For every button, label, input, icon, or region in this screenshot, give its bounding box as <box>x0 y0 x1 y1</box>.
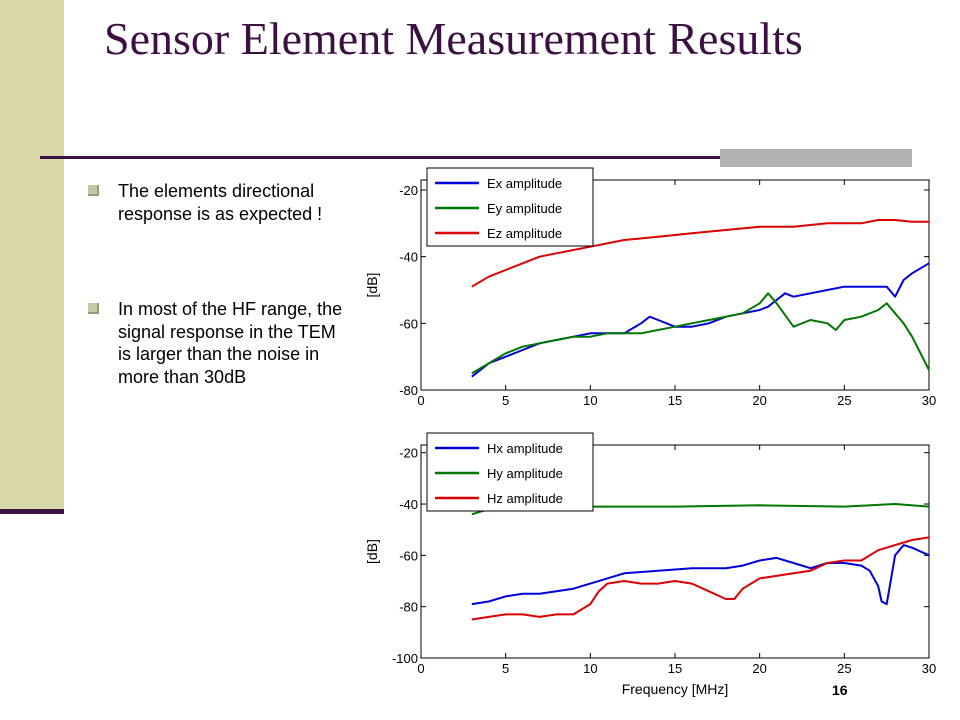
y-tick-label: -100 <box>392 651 418 666</box>
series-line <box>471 219 929 288</box>
y-tick-label: -40 <box>399 250 418 265</box>
bullet-text: The elements directional response is as … <box>118 181 323 224</box>
x-tick-label: 0 <box>417 393 424 408</box>
series-line <box>471 536 930 621</box>
y-axis-label: [dB] <box>364 273 380 298</box>
legend-label: Ey amplitude <box>487 201 562 216</box>
y-tick-label: -40 <box>399 497 418 512</box>
charts-figure: 0 5 10 15 20 25 30 -80 -60 -40 -20 [dB] Ex amplitude… <box>364 167 936 697</box>
x-tick-label: 10 <box>583 393 597 408</box>
x-tick-label: 20 <box>752 393 766 408</box>
bullet-marker-icon <box>88 303 99 314</box>
x-tick-label: 15 <box>668 661 682 676</box>
y-tick-label: -80 <box>399 600 418 615</box>
y-axis-label: [dB] <box>364 539 380 564</box>
bullet-list: The elements directional response is as … <box>88 180 348 461</box>
legend-label: Ex amplitude <box>487 176 562 191</box>
x-axis-label: Frequency [MHz] <box>622 681 729 697</box>
x-tick-label: 5 <box>502 661 509 676</box>
legend-label: Hy amplitude <box>487 466 563 481</box>
x-tick-label: 25 <box>837 661 851 676</box>
series-line <box>471 292 930 375</box>
x-tick-label: 30 <box>922 393 936 408</box>
page-title: Sensor Element Measurement Results <box>104 13 803 64</box>
page-number: 16 <box>832 682 848 698</box>
x-tick-label: 20 <box>752 661 766 676</box>
legend-label: Hx amplitude <box>487 441 563 456</box>
x-tick-label: 30 <box>922 661 936 676</box>
x-tick-label: 10 <box>583 661 597 676</box>
chart-2: 0 5 10 15 20 25 30 -100 -80 -60 -40 -20 [dB] Frequenc… <box>364 432 936 697</box>
y-tick-label: -20 <box>399 183 418 198</box>
x-tick-label: 0 <box>417 661 424 676</box>
legend: Ex amplitude Ey amplitude Ez amplitude <box>426 167 594 247</box>
x-tick-label: 5 <box>502 393 509 408</box>
y-tick-label: -20 <box>399 446 418 461</box>
chart-1: 0 5 10 15 20 25 30 -80 -60 -40 -20 [dB] Ex amplitude… <box>364 167 936 408</box>
series-line <box>471 544 930 606</box>
side-band-line <box>0 509 64 514</box>
x-tick-label: 25 <box>837 393 851 408</box>
legend-label: Ez amplitude <box>487 226 562 241</box>
title-rule-accent <box>720 149 912 167</box>
bullet-item: The elements directional response is as … <box>88 180 348 225</box>
title-rule <box>40 156 912 159</box>
x-tick-label: 15 <box>668 393 682 408</box>
y-tick-label: -80 <box>399 383 418 398</box>
side-band <box>0 0 64 510</box>
bullet-marker-icon <box>88 185 99 196</box>
legend: Hx amplitude Hy amplitude Hz amplitude <box>426 432 594 512</box>
legend-label: Hz amplitude <box>487 491 563 506</box>
bullet-text: In most of the HF range, the signal resp… <box>118 299 343 387</box>
y-tick-label: -60 <box>399 316 418 331</box>
y-tick-label: -60 <box>399 548 418 563</box>
bullet-item: In most of the HF range, the signal resp… <box>88 298 348 388</box>
